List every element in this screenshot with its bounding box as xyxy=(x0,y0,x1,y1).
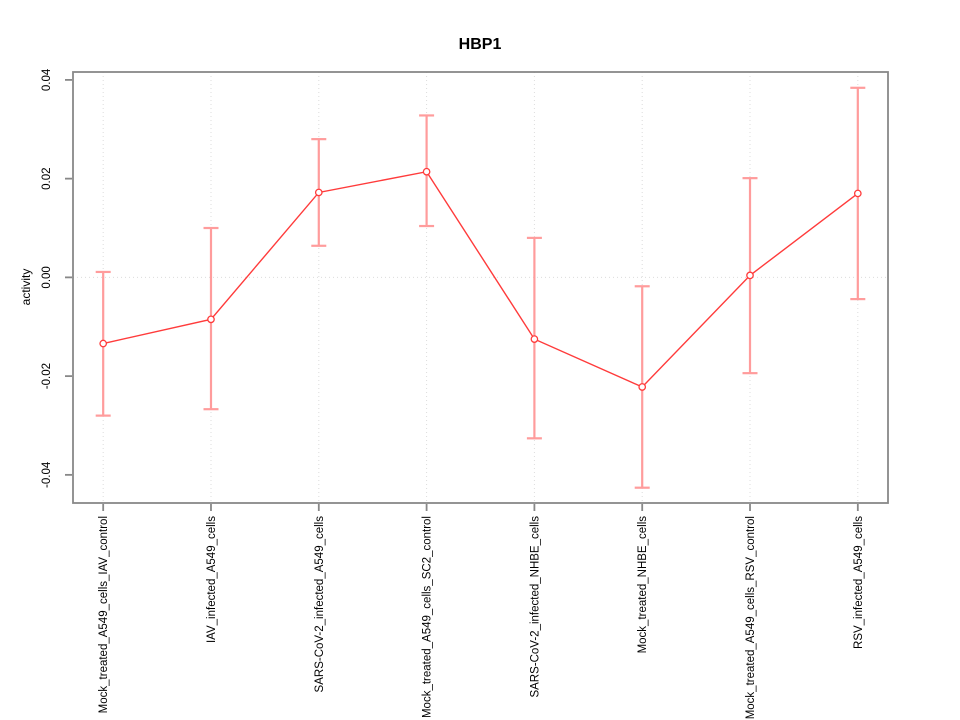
data-point xyxy=(853,189,862,198)
x-axis-label: IAV_infected_A549_cells xyxy=(206,516,218,643)
y-axis-title: activity xyxy=(19,268,33,306)
x-axis-labels: Mock_treated_A549_cells_IAV_control IAV_i… xyxy=(98,516,865,720)
y-tick-label: -0.02 xyxy=(41,363,53,389)
chart-title: HBP1 xyxy=(458,36,502,53)
data-point xyxy=(422,167,431,176)
error-bars xyxy=(95,86,866,489)
y-tick-label: 0.00 xyxy=(41,266,53,288)
x-axis-label: Mock_treated_A549_cells_RSV_control xyxy=(745,516,757,719)
series-line xyxy=(103,170,859,388)
gridlines xyxy=(73,72,888,503)
plot-frame xyxy=(72,71,889,504)
data-point xyxy=(207,315,215,324)
data-point xyxy=(314,188,323,197)
x-axis-label: SARS-CoV-2_infected_NHBE_cells xyxy=(529,516,541,698)
data-point xyxy=(99,339,108,348)
data-point xyxy=(746,271,754,280)
x-axis-label: Mock_treated_A549_cells_IAV_control xyxy=(98,516,110,713)
x-axis-label: Mock_treated_A549_cells_SC2_control xyxy=(422,516,434,718)
x-axis-label: Mock_treated_NHBE_cells xyxy=(637,516,649,654)
data-points xyxy=(99,167,862,391)
y-tick-label: 0.02 xyxy=(41,167,53,189)
data-point xyxy=(638,383,647,391)
y-tick-label: 0.04 xyxy=(41,68,53,91)
x-axis-label: RSV_infected_A549_cells xyxy=(853,516,865,649)
y-axis-labels: 0.04 0.02 0.00 -0.02 -0.04 xyxy=(41,68,53,488)
x-axis-label: SARS-CoV-2_infected_A549_cells xyxy=(314,516,326,693)
data-point xyxy=(530,335,539,343)
axis-ticks xyxy=(65,78,859,511)
y-tick-label: -0.04 xyxy=(41,461,53,488)
